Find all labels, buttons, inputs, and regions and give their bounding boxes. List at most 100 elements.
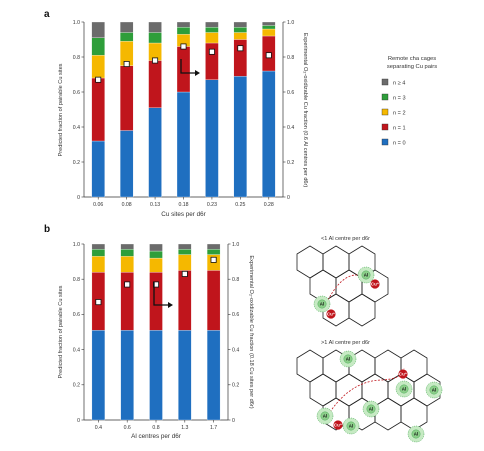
y-tick-label: 0.6 bbox=[73, 90, 80, 96]
y-tick-label: 0 bbox=[77, 195, 80, 201]
y2-tick-label: 0.8 bbox=[287, 55, 294, 61]
diagram-high-al-atom-4: Al bbox=[362, 400, 380, 418]
experimental-marker bbox=[152, 57, 159, 64]
experimental-marker bbox=[208, 48, 215, 55]
experimental-marker bbox=[124, 281, 131, 288]
chart-b-y-label: Predicted fraction of pairable Cu sites bbox=[58, 285, 64, 378]
bar-segment-n3 bbox=[176, 27, 191, 35]
bar-segment-n1 bbox=[91, 77, 105, 142]
x-tick-label: 1.7 bbox=[210, 425, 217, 431]
bar-segment-n4plus bbox=[178, 243, 192, 250]
y2-tick-label: 0.2 bbox=[232, 383, 239, 389]
diagram-low-al-atom-4: Cu⁺ bbox=[326, 309, 336, 319]
diagram-high-al-atom-5-label: Al bbox=[323, 414, 327, 419]
bar-segment-n3 bbox=[148, 32, 162, 44]
diagram-high-al-atom-6: Cu⁺ bbox=[333, 420, 343, 430]
experimental-marker bbox=[95, 76, 102, 83]
legend-label: n = 2 bbox=[393, 111, 406, 117]
diagram-high-al-atom-7-label: Al bbox=[349, 424, 353, 429]
y-tick-label: 0.2 bbox=[73, 160, 80, 166]
bar-segment-n4plus bbox=[149, 243, 163, 252]
bar-segment-n1 bbox=[233, 39, 248, 77]
diagram-high-al-atom-3-label: Al bbox=[402, 387, 406, 392]
bar-segment-n3 bbox=[206, 249, 221, 255]
bar-segment-n0 bbox=[120, 330, 134, 421]
bar-segment-n2 bbox=[178, 254, 192, 271]
diagram-low-al-atom-3-label: Al bbox=[320, 302, 324, 307]
experimental-marker bbox=[123, 61, 130, 68]
chart-a: 0 0.2 0.4 0.6 0.8 1.0 0 0.2 0.4 0.6 0.8 1.0 0.06 0.… bbox=[58, 20, 308, 218]
legend-label: n = 1 bbox=[393, 126, 406, 132]
legend-label: n ≥ 4 bbox=[393, 81, 405, 87]
diagram-high-al-atom-2: Cu⁺ bbox=[398, 369, 408, 379]
bar-segment-n4plus bbox=[176, 21, 191, 28]
diagram-low-al-atom-2: Cu⁺ bbox=[370, 279, 380, 289]
chart-a-y2-label: Experimental O₂-oxidizable Cu fraction (… bbox=[302, 33, 308, 188]
bar-segment-n4plus bbox=[205, 21, 219, 28]
y-tick-label: 1.0 bbox=[73, 242, 80, 248]
diagram-high-al-atom-1: Al bbox=[339, 350, 357, 368]
bar-segment-n2 bbox=[262, 28, 276, 37]
x-tick-label: 0.25 bbox=[235, 202, 245, 208]
experimental-marker bbox=[95, 299, 102, 306]
x-tick-label: 0.6 bbox=[124, 425, 131, 431]
legend-swatch bbox=[381, 78, 389, 86]
experimental-marker bbox=[181, 270, 188, 277]
legend: Remote cha cages separating Cu pairs n ≥… bbox=[381, 56, 437, 147]
bar-segment-n3 bbox=[120, 249, 134, 257]
bar-segment-n1 bbox=[149, 272, 163, 331]
bar-segment-n0 bbox=[233, 76, 248, 198]
bar-segment-n1 bbox=[176, 46, 191, 93]
bar-segment-n3 bbox=[233, 27, 248, 33]
bar-segment-n4plus bbox=[206, 243, 221, 250]
y-tick-label: 0.4 bbox=[73, 125, 80, 131]
bar-segment-n1 bbox=[205, 42, 219, 80]
diagram-low-al-atom-2-label: Cu⁺ bbox=[371, 282, 379, 287]
diagram-high-al: >1 Al centre per d6r Al Cu⁺ bbox=[296, 340, 443, 443]
chart-a-y-label: Predicted fraction of pairable Cu sites bbox=[58, 63, 64, 156]
diagram-low-al-atom-4-label: Cu⁺ bbox=[327, 312, 335, 317]
diagram-low-al-path bbox=[327, 274, 366, 301]
bar-segment-n0 bbox=[149, 330, 163, 421]
bar-segment-n0 bbox=[205, 79, 219, 198]
bar-segment-n0 bbox=[206, 330, 221, 421]
bar-segment-n3 bbox=[91, 37, 105, 56]
y-tick-label: 0.2 bbox=[73, 383, 80, 389]
bar-segment-n3 bbox=[149, 250, 163, 259]
y2-tick-label: 0.8 bbox=[232, 277, 239, 283]
chart-a-x-label: Cu sites per d6r bbox=[161, 211, 205, 218]
bar-segment-n2 bbox=[91, 256, 106, 273]
bar-segment-n4plus bbox=[233, 21, 248, 28]
chart-a-trend-arrow bbox=[180, 59, 200, 76]
bar-segment-n4plus bbox=[119, 21, 134, 33]
bar-segment-n2 bbox=[91, 55, 105, 79]
experimental-marker bbox=[210, 256, 217, 263]
x-tick-label: 0.4 bbox=[95, 425, 102, 431]
y2-tick-label: 0 bbox=[287, 195, 290, 201]
diagram-high-al-atom-7: Al bbox=[342, 417, 360, 435]
x-tick-label: 0.08 bbox=[122, 202, 132, 208]
bar-segment-n3 bbox=[119, 32, 134, 42]
y2-tick-label: 1.0 bbox=[287, 20, 294, 26]
bar-segment-n4plus bbox=[91, 243, 106, 250]
x-tick-label: 1.3 bbox=[181, 425, 188, 431]
experimental-marker bbox=[237, 45, 244, 52]
y-tick-label: 0.8 bbox=[73, 277, 80, 283]
chart-b: 0 0.2 0.4 0.6 0.8 1.0 0 0.2 0.4 0.6 0.8 1.0 0.4 0.6… bbox=[58, 242, 254, 440]
x-tick-label: 0.18 bbox=[178, 202, 188, 208]
chart-b-x-label: Al centres per d6r bbox=[131, 433, 181, 440]
diagram-low-al-atom-1-label: Al bbox=[364, 273, 368, 278]
bar-segment-n1 bbox=[206, 270, 221, 331]
panel-letter-b: b bbox=[44, 224, 50, 235]
bar-segment-n0 bbox=[178, 330, 192, 421]
bar-segment-n4plus bbox=[91, 21, 105, 38]
diagram-high-al-atom-8-label: Al bbox=[432, 388, 436, 393]
chart-b-y2-label: Experimental O₂-oxidizable Cu fraction (… bbox=[248, 255, 254, 408]
y-tick-label: 1.0 bbox=[73, 20, 80, 26]
y2-tick-label: 0.2 bbox=[287, 160, 294, 166]
bar-segment-n1 bbox=[178, 270, 192, 331]
legend-swatch bbox=[381, 138, 389, 146]
diagram-high-al-atom-5: Al bbox=[316, 407, 334, 425]
y-tick-label: 0.8 bbox=[73, 55, 80, 61]
